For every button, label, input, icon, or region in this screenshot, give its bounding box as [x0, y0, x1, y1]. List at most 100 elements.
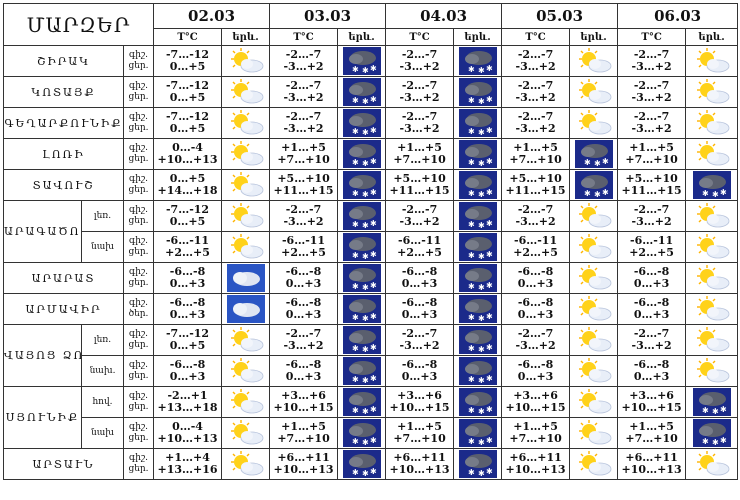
sun-cloud-icon — [578, 451, 611, 476]
day-temp: 0…+3 — [633, 277, 670, 290]
night-temp: 0…+5 — [169, 172, 206, 185]
svg-text:✱: ✱ — [602, 188, 609, 197]
snow-cloud-icon: ✱ ✱ ✱ — [458, 109, 497, 137]
night-day-label: գիշ. ցեր. — [122, 324, 155, 356]
sun-cloud-icon — [578, 79, 611, 104]
temperature-cell: -6…-8 0…+3 — [269, 293, 339, 325]
snow-cloud-icon: ✱ ✱ ✱ — [458, 233, 497, 261]
svg-text:✱: ✱ — [352, 344, 359, 353]
svg-text:✱: ✱ — [486, 281, 493, 290]
svg-text:✱: ✱ — [478, 252, 485, 261]
day-temp: +7…+10 — [277, 432, 330, 445]
night-temp: -2…-7 — [633, 79, 670, 92]
night-temp: -6…-8 — [169, 265, 206, 278]
snow-cloud-icon: ✱ ✱ ✱ — [342, 109, 381, 137]
snow-cloud-icon: ✱ ✱ ✱ — [342, 47, 381, 75]
svg-text:✱: ✱ — [370, 64, 377, 73]
weather-icon-cell — [685, 324, 739, 356]
night-label: գիշ. — [129, 422, 148, 432]
svg-text:✱: ✱ — [362, 314, 369, 323]
temperature-cell: -6…-8 0…+3 — [617, 355, 687, 387]
night-temp: -2…-7 — [285, 110, 322, 123]
weather-icon-cell: ✱ ✱ ✱ — [453, 107, 503, 139]
svg-text:✱: ✱ — [720, 436, 727, 445]
svg-text:✱: ✱ — [468, 65, 475, 74]
temperature-cell: -2…-7 -3…+2 — [501, 200, 571, 232]
night-temp: +3…+6 — [513, 389, 558, 402]
svg-text:✱: ✱ — [702, 189, 709, 198]
svg-text:✱: ✱ — [486, 250, 493, 259]
day-temp: +10…+15 — [505, 401, 566, 414]
weather-icon-cell: ✱ ✱ ✱ — [337, 231, 387, 263]
temperature-cell: +1…+5 +7…+10 — [269, 138, 339, 170]
day-temp: +11…+15 — [389, 184, 450, 197]
night-temp: -6…-8 — [285, 265, 322, 278]
weather-icon-cell: ✱ ✱ ✱ — [685, 386, 739, 418]
weather-icon-cell: ✱ ✱ ✱ — [337, 386, 387, 418]
day-temp: 0…+5 — [169, 339, 206, 352]
subregion-label: նախ. — [81, 355, 124, 387]
region-name: ԱՐԱՐԱՏ — [3, 262, 124, 294]
day-temp: +13…+18 — [157, 401, 218, 414]
night-temp: -2…-7 — [285, 79, 322, 92]
svg-text:✱: ✱ — [370, 219, 377, 228]
weather-icon-cell: ✱ ✱ ✱ — [685, 169, 739, 201]
sun-cloud-icon — [578, 110, 611, 135]
night-day-label: գիշ. ցեր. — [122, 386, 155, 418]
cloud-icon — [226, 264, 265, 292]
day-label: ցեր. — [128, 61, 149, 71]
day-label: ցեր. — [128, 92, 149, 102]
temperature-cell: 0…-4 +10…+13 — [153, 417, 223, 449]
night-temp: -2…-7 — [633, 110, 670, 123]
weather-icon-cell — [569, 107, 619, 139]
day-temp: 0…+5 — [169, 122, 206, 135]
temperature-cell: -6…-8 0…+3 — [617, 262, 687, 294]
night-temp: -2…+1 — [167, 389, 208, 402]
sun-cloud-icon — [230, 358, 263, 383]
day-temp: -3…+2 — [399, 339, 440, 352]
day-temp: -3…+2 — [399, 91, 440, 104]
day-label: ցեր. — [128, 433, 149, 443]
temperature-cell: +5…+10 +11…+15 — [385, 169, 455, 201]
snow-cloud-icon: ✱ ✱ ✱ — [692, 171, 731, 199]
svg-text:✱: ✱ — [362, 128, 369, 137]
night-temp: +3…+6 — [281, 389, 326, 402]
temperature-cell: -2…-7 -3…+2 — [385, 45, 455, 77]
cloud-icon — [226, 295, 265, 323]
region-name: ՇԻՐԱԿ — [3, 45, 124, 77]
region-name: ԳԵՂԱՐՔՈՒՆԻՔ — [3, 107, 124, 139]
svg-text:✱: ✱ — [362, 66, 369, 75]
temperature-cell: -6…-8 0…+3 — [385, 355, 455, 387]
night-label: գիշ. — [129, 453, 148, 463]
temperature-cell: +1…+5 +7…+10 — [385, 417, 455, 449]
night-temp: -2…-7 — [517, 110, 554, 123]
temperature-cell: -2…-7 -3…+2 — [501, 107, 571, 139]
day-temp: -3…+2 — [631, 60, 672, 73]
night-temp: -2…-7 — [401, 79, 438, 92]
region-name: ԿՈՏԱՅՔ — [3, 76, 124, 108]
weather-icon-cell: ✱ ✱ ✱ — [337, 45, 387, 77]
sun-cloud-icon — [230, 141, 263, 166]
temperature-cell: -2…-7 -3…+2 — [617, 200, 687, 232]
svg-text:✱: ✱ — [720, 188, 727, 197]
weather-icon-cell — [221, 231, 271, 263]
day-temp: 0…+3 — [285, 308, 322, 321]
svg-text:✱: ✱ — [352, 189, 359, 198]
svg-text:✱: ✱ — [468, 127, 475, 136]
sun-cloud-icon — [578, 296, 611, 321]
temperature-cell: +1…+5 +7…+10 — [385, 138, 455, 170]
weather-icon-cell: ✱ ✱ ✱ — [453, 262, 503, 294]
temperature-cell: -6…-8 0…+3 — [385, 293, 455, 325]
temperature-cell: -6…-8 0…+3 — [501, 355, 571, 387]
svg-text:✱: ✱ — [370, 188, 377, 197]
temperature-cell: +6…+11 +10…+13 — [501, 448, 571, 480]
temperature-cell: -7…-12 0…+5 — [153, 107, 223, 139]
day-temp: +2…+5 — [281, 246, 326, 259]
day-temp: 0…+3 — [169, 370, 206, 383]
svg-text:✱: ✱ — [712, 407, 719, 416]
night-temp: +1…+5 — [281, 420, 326, 433]
snow-cloud-icon: ✱ ✱ ✱ — [458, 357, 497, 385]
temperature-cell: 0…-4 +10…+13 — [153, 138, 223, 170]
night-temp: -6…-8 — [169, 296, 206, 309]
svg-text:✱: ✱ — [352, 468, 359, 477]
